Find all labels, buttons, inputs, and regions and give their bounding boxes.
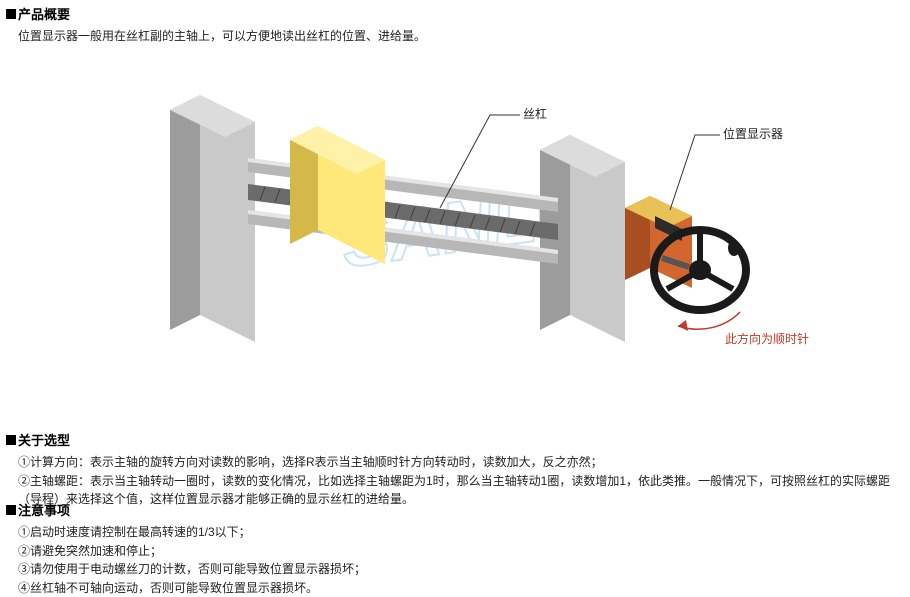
header-bullet xyxy=(6,9,16,19)
selection-title: 关于选型 xyxy=(18,430,70,449)
notice-title: 注意事项 xyxy=(18,500,70,519)
selection-section: 关于选型 ①计算方向：表示主轴的旋转方向对读数的影响，选择R表示当主轴顺时针方向… xyxy=(6,430,904,509)
notice-header: 注意事项 xyxy=(6,500,904,519)
selection-line-0: ①计算方向：表示主轴的旋转方向对读数的影响，选择R表示当主轴顺时针方向转动时，读… xyxy=(6,453,904,472)
header-bullet xyxy=(6,435,16,445)
notice-line-1: ②请避免突然加速和停止； xyxy=(6,542,904,561)
label-cw: 此方向为顺时针 xyxy=(725,330,809,347)
diagram-svg: SANLO xyxy=(80,40,840,420)
header-bullet xyxy=(6,505,16,515)
label-indicator: 位置显示器 xyxy=(723,125,783,142)
notice-line-0: ①启动时速度请控制在最高转速的1/3以下； xyxy=(6,523,904,542)
cw-arrow xyxy=(678,312,740,331)
yellow-block xyxy=(290,126,385,264)
selection-header: 关于选型 xyxy=(6,430,904,449)
overview-header: 产品概要 xyxy=(6,4,904,23)
position-indicator xyxy=(625,196,692,288)
overview-title: 产品概要 xyxy=(18,4,70,23)
label-screw: 丝杠 xyxy=(523,105,547,122)
notice-line-2: ③请勿使用于电动螺丝刀的计数，否则可能导致位置显示器损坏； xyxy=(6,560,904,579)
left-block xyxy=(170,95,255,342)
notice-line-3: ④丝杠轴不可轴向运动，否则可能导致位置显示器损坏。 xyxy=(6,579,904,597)
diagram: SANLO xyxy=(80,40,840,420)
notice-section: 注意事项 ①启动时速度请控制在最高转速的1/3以下； ②请避免突然加速和停止； … xyxy=(6,500,904,597)
